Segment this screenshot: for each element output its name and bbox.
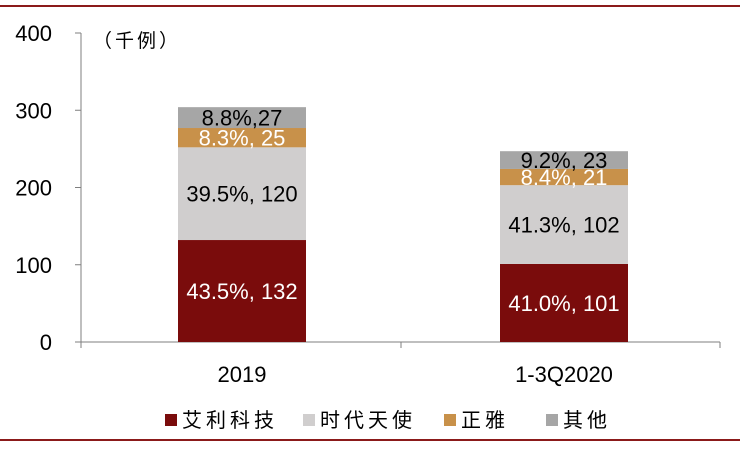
y-tick-label: 100 [15,253,52,278]
legend-swatch [165,414,177,426]
bar-segment [178,240,306,342]
top-border [0,5,740,7]
data-label: 9.2%, 23 [521,148,608,173]
y-tick-label: 0 [40,330,52,355]
legend-label: 正雅 [461,409,509,432]
bars [178,107,628,342]
data-label: 41.3%, 102 [508,213,619,238]
bar-segment [500,263,628,342]
data-label: 39.5%, 120 [186,182,297,207]
x-tick-label: 2019 [218,362,267,387]
bar-segment [178,147,306,241]
y-tick-label: 200 [15,176,52,201]
y-tick-label: 400 [15,21,52,46]
legend-swatch [546,414,558,426]
legend-swatch [303,414,315,426]
x-tick-label: 1-3Q2020 [515,362,613,387]
legend: 艾利科技 时代天使 正雅 其他 [165,409,611,432]
data-labels: 43.5%, 132 39.5%, 120 8.3%, 258.8%,27 41.0%… [186,106,619,316]
data-label: 8.3%, 25 [199,126,286,151]
axes: 0 100 200 300 400 （千例） 2019 1-3Q2020 [15,21,721,387]
data-label: 8.8%,27 [202,106,283,131]
bar-segment [500,168,628,186]
bar-segment [500,151,628,169]
bar-segment [178,128,306,148]
data-label: 8.4%, 21 [521,165,608,190]
legend-label: 其他 [563,409,611,432]
unit-label: （千例） [93,30,181,52]
legend-label: 时代天使 [320,409,416,432]
data-label: 41.0%, 101 [508,291,619,316]
bar-segment [178,107,306,129]
data-label: 43.5%, 132 [186,279,297,304]
y-tick-label: 300 [15,98,52,123]
bar-segment [500,185,628,264]
legend-label: 艾利科技 [182,409,278,432]
bottom-border [0,439,740,441]
legend-swatch [444,414,456,426]
